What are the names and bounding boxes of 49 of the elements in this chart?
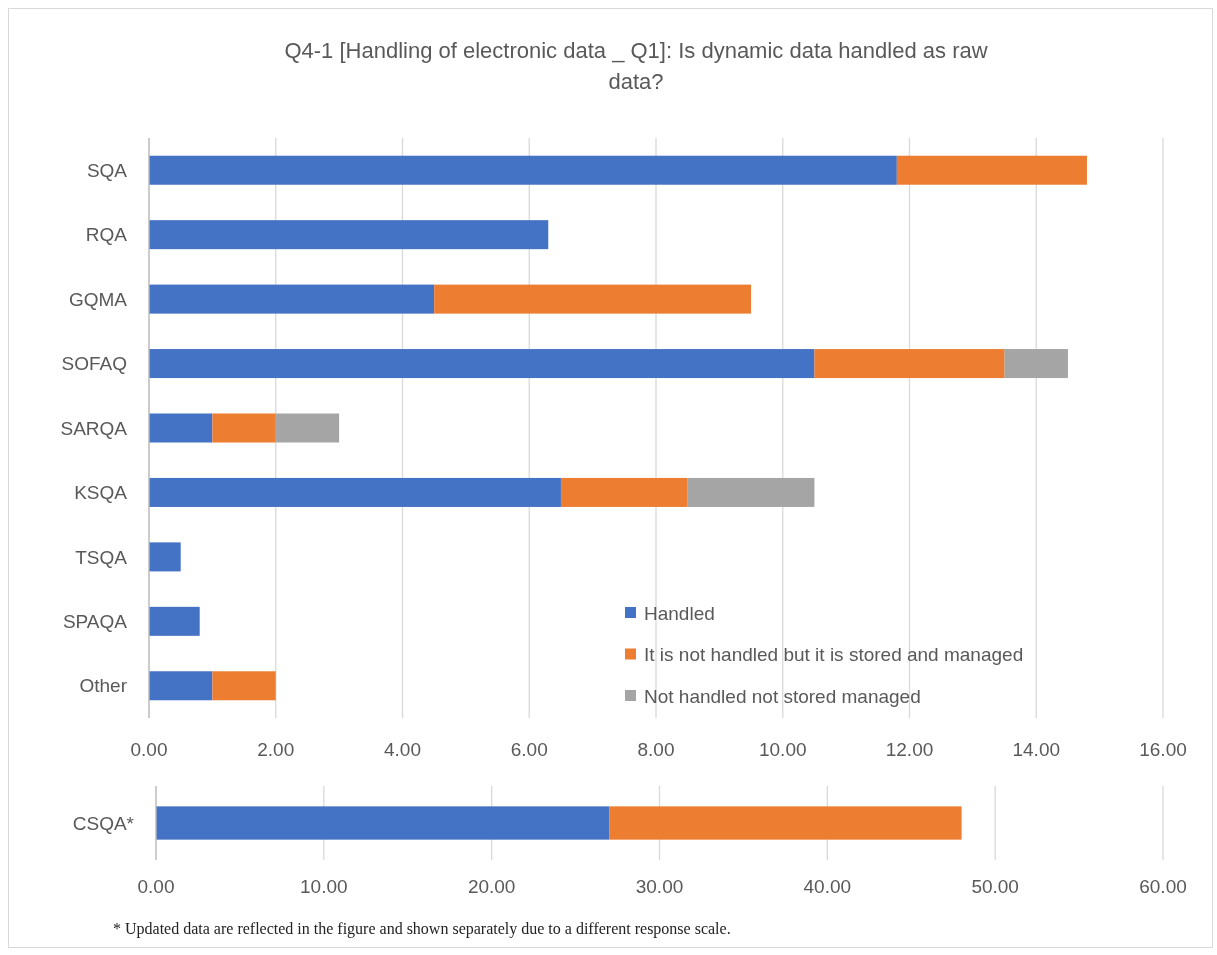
y-tick-label: CSQA* [72, 812, 135, 834]
y-tick-label: GQMA [68, 288, 128, 310]
x-tick-label: 20.00 [467, 875, 516, 897]
x-tick-label: 6.00 [510, 738, 548, 760]
bar [1004, 349, 1068, 379]
bar [275, 413, 340, 443]
legend-label: Not handled not stored managed [644, 685, 921, 707]
y-tick-label: TSQA [75, 546, 128, 568]
chart-title: Q4-1 [Handling of electronic data _ Q1]: Is dynamic data handled as raw data? [284, 38, 988, 94]
y-tick-label: KSQA [74, 482, 128, 504]
bar [149, 671, 213, 701]
bar [149, 349, 815, 379]
bar [149, 477, 561, 507]
bar [434, 284, 752, 314]
bar [149, 284, 435, 314]
text: * Updated data are reflected in the figure and shown separately due to a different response scale. [113, 920, 731, 938]
x-tick-label: 30.00 [635, 875, 684, 897]
bar [896, 155, 1087, 185]
y-tick-label: SOFAQ [61, 353, 127, 375]
x-tick-label: 50.00 [971, 875, 1019, 897]
x-tick-label: 4.00 [384, 738, 421, 760]
x-tick-label: 60.00 [1139, 875, 1187, 897]
y-tick-label: RQA [85, 224, 128, 246]
bar [149, 220, 549, 250]
x-tick-label: 2.00 [257, 738, 295, 760]
y-tick-label: SPAQA [62, 610, 128, 632]
x-tick-label: 14.00 [1012, 738, 1061, 760]
legend-label: It is not handled but it is stored and managed [644, 644, 1024, 666]
bar [814, 349, 1005, 379]
x-tick-label: 0.00 [130, 738, 168, 760]
x-tick-label: 0.00 [137, 875, 175, 897]
bar [212, 413, 276, 443]
x-tick-label: 10.00 [300, 875, 348, 897]
bar [212, 671, 276, 701]
x-tick-label: 10.00 [758, 738, 807, 760]
x-tick-label: 8.00 [637, 738, 675, 760]
x-tick-label: 40.00 [803, 875, 852, 897]
legend-label: Handled [644, 602, 715, 624]
bar [560, 477, 688, 507]
bar [149, 155, 897, 185]
x-tick-label: 16.00 [1139, 738, 1187, 760]
bar [687, 477, 815, 507]
x-tick-label: 12.00 [885, 738, 934, 760]
bar [149, 413, 213, 443]
y-tick-label: Other [79, 675, 128, 697]
y-tick-label: SQA [86, 159, 128, 181]
bar [149, 606, 200, 636]
y-tick-label: SARQA [60, 417, 128, 439]
bar [149, 542, 181, 572]
